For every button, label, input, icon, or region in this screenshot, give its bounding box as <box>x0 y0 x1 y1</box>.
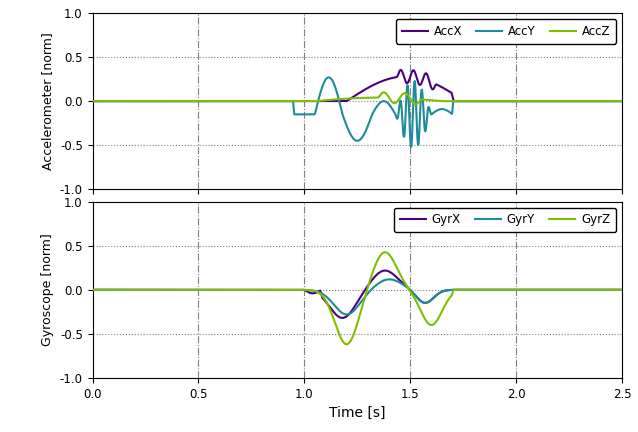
GyrX <box>329 309 337 314</box>
Y-axis label: Gyroscope [norm]: Gyroscope [norm] <box>41 233 54 346</box>
AccY <box>325 75 332 80</box>
GyrX <box>432 293 440 299</box>
AccY <box>350 137 358 142</box>
AccZ <box>89 98 96 104</box>
Legend: GyrX, GyrY, GyrZ: GyrX, GyrY, GyrZ <box>394 207 616 232</box>
GyrY <box>618 287 626 292</box>
GyrY <box>432 293 440 299</box>
AccY <box>330 81 338 86</box>
GyrX <box>89 287 96 292</box>
GyrZ <box>382 250 389 255</box>
Legend: AccX, AccY, AccZ: AccX, AccY, AccZ <box>396 19 616 44</box>
AccY <box>618 98 626 104</box>
AccZ <box>618 98 626 104</box>
AccX <box>369 83 376 88</box>
AccZ <box>350 95 357 101</box>
GyrX <box>226 287 234 292</box>
GyrY <box>369 285 377 290</box>
GyrZ <box>89 287 96 292</box>
AccX <box>618 98 626 104</box>
AccX <box>350 94 357 99</box>
GyrZ <box>369 268 377 273</box>
AccY <box>432 109 440 114</box>
GyrY <box>343 312 350 317</box>
GyrY <box>350 308 358 313</box>
GyrX <box>216 287 223 292</box>
AccZ <box>226 98 234 104</box>
AccX <box>329 98 337 104</box>
GyrZ <box>618 287 626 292</box>
Line: GyrY: GyrY <box>93 280 622 314</box>
Line: GyrX: GyrX <box>93 270 622 318</box>
AccY <box>89 98 96 104</box>
GyrY <box>216 287 223 292</box>
GyrZ <box>329 315 337 321</box>
GyrZ <box>432 320 440 325</box>
AccY <box>216 98 223 104</box>
AccZ <box>216 98 223 104</box>
GyrZ <box>350 330 358 336</box>
GyrZ <box>216 287 223 292</box>
GyrY <box>329 302 337 307</box>
AccX <box>431 83 439 89</box>
AccZ <box>432 98 440 103</box>
GyrX <box>350 305 358 310</box>
AccZ <box>369 95 376 100</box>
AccZ <box>329 97 337 102</box>
GyrY <box>89 287 96 292</box>
X-axis label: Time [s]: Time [s] <box>329 406 385 420</box>
GyrX <box>382 268 389 273</box>
Line: GyrZ: GyrZ <box>93 252 622 344</box>
AccX <box>226 98 234 104</box>
GyrX <box>338 315 346 321</box>
AccZ <box>380 90 388 95</box>
Line: AccZ: AccZ <box>93 92 622 104</box>
GyrX <box>618 287 626 292</box>
AccX <box>89 98 96 104</box>
AccY <box>226 98 234 104</box>
GyrX <box>369 276 377 281</box>
AccY <box>369 110 377 115</box>
Line: AccY: AccY <box>93 77 622 147</box>
AccX <box>216 98 223 104</box>
AccX <box>397 67 404 73</box>
Line: AccX: AccX <box>93 70 622 101</box>
GyrZ <box>226 287 234 292</box>
GyrZ <box>343 342 350 347</box>
AccY <box>407 144 415 149</box>
GyrY <box>385 277 393 282</box>
AccZ <box>412 102 419 107</box>
GyrY <box>226 287 234 292</box>
Y-axis label: Accelerometer [norm]: Accelerometer [norm] <box>41 32 54 170</box>
